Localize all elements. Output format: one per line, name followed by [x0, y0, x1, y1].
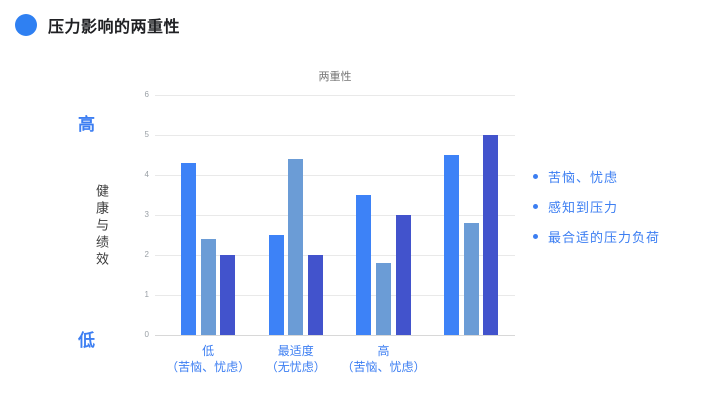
legend-item: 苦恼、忧虑 [533, 161, 660, 191]
legend-item: 最合适的压力负荷 [533, 221, 660, 251]
gridline [155, 294, 515, 296]
y-tick-label: 5 [144, 130, 149, 139]
x-axis-label: 高（苦恼、忧虑） [341, 344, 426, 374]
title-bullet-icon [15, 14, 37, 36]
low-label: 低 [78, 331, 95, 350]
chart-title: 两重性 [318, 71, 352, 83]
bar-series1-group3 [356, 195, 372, 335]
bar-series1-group1 [181, 163, 196, 335]
y-axis-title: 健康与绩效 [94, 184, 109, 269]
bar-series2-group1 [200, 239, 216, 335]
chart-plot-area: 0 1 2 3 4 5 6 低（苦恼、忧虑） 最适度 （无忧虑） 高（苦恼、忧虑） [145, 90, 515, 374]
y-tick-label: 4 [144, 170, 149, 179]
y-tick-label: 2 [144, 250, 149, 259]
bullet-dot-icon [533, 173, 538, 179]
legend-item-label: 最合适的压力负荷 [548, 229, 661, 245]
y-tick-label: 0 [144, 330, 149, 339]
legend-item: 感知到压力 [533, 191, 660, 221]
bullet-dot-icon [533, 233, 538, 239]
gridline [155, 254, 515, 256]
gridline [155, 334, 515, 336]
legend: 苦恼、忧虑 感知到压力 最合适的压力负荷 [533, 161, 660, 251]
gridline [155, 94, 515, 96]
legend-item-label: 苦恼、忧虑 [548, 169, 619, 185]
bar-series1-group2 [268, 235, 284, 335]
y-tick-label: 6 [144, 90, 149, 99]
y-tick-label: 1 [144, 290, 149, 299]
x-axis-label: 低（苦恼、忧虑） [166, 344, 251, 374]
bar-series3-group2 [307, 255, 323, 335]
legend-item-label: 感知到压力 [548, 199, 619, 215]
bullet-dot-icon [533, 203, 538, 209]
bar-series2-group4 [463, 223, 479, 335]
y-tick-label: 3 [144, 210, 149, 219]
bar-series3-group1 [220, 255, 236, 335]
gridline [155, 134, 515, 136]
slide-header: 压力影响的两重性 [15, 13, 180, 37]
bar-series2-group2 [288, 159, 304, 335]
high-label: 高 [78, 115, 95, 134]
bar-series1-group4 [444, 155, 460, 335]
bar-series2-group3 [376, 263, 391, 335]
gridline [155, 214, 515, 216]
bar-series3-group4 [483, 135, 499, 335]
slide-title: 压力影响的两重性 [48, 19, 181, 36]
bar-series3-group3 [395, 215, 411, 335]
x-axis-label: 最适度 （无忧虑） [265, 344, 326, 374]
gridline [155, 174, 515, 176]
